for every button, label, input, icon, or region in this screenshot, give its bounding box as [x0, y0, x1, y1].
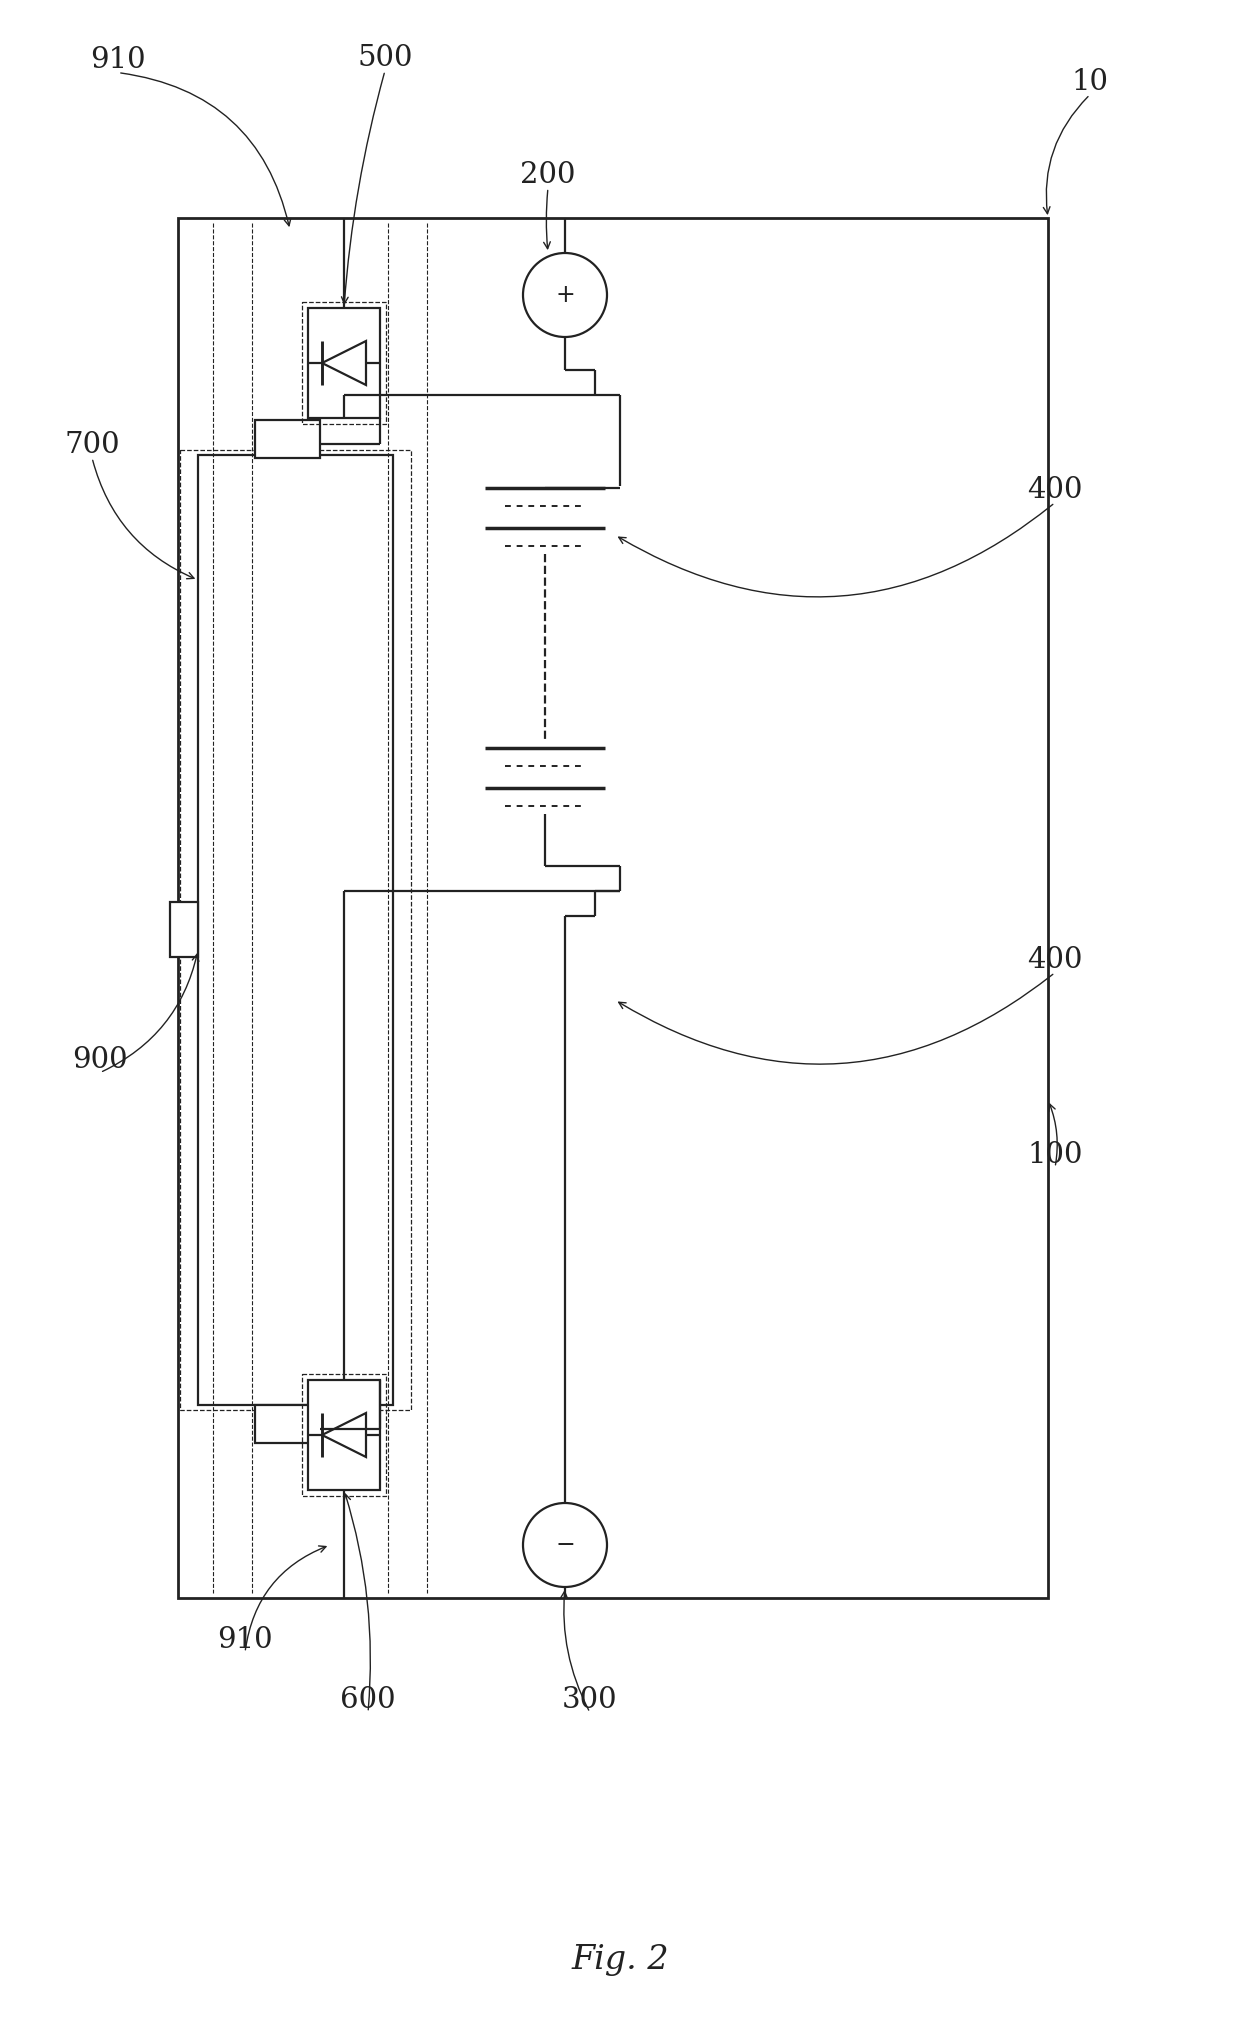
- Bar: [255, 1405, 320, 1444]
- Text: 300: 300: [562, 1685, 618, 1714]
- Bar: [303, 302, 386, 424]
- FancyArrowPatch shape: [1043, 97, 1087, 213]
- Text: 500: 500: [357, 45, 413, 73]
- FancyArrowPatch shape: [1049, 1103, 1058, 1164]
- Bar: [303, 1375, 386, 1497]
- Text: 700: 700: [64, 432, 120, 458]
- Text: 900: 900: [72, 1046, 128, 1075]
- FancyArrowPatch shape: [341, 73, 384, 304]
- Text: 10: 10: [1071, 69, 1109, 95]
- Bar: [308, 308, 379, 418]
- Circle shape: [523, 254, 608, 337]
- FancyArrowPatch shape: [246, 1545, 326, 1651]
- Bar: [179, 217, 1048, 1598]
- FancyArrowPatch shape: [93, 460, 193, 578]
- Text: 600: 600: [340, 1685, 396, 1714]
- FancyArrowPatch shape: [619, 973, 1053, 1065]
- FancyArrowPatch shape: [543, 191, 551, 249]
- Text: 400: 400: [1027, 945, 1083, 973]
- Bar: [170, 902, 198, 957]
- Text: −: −: [556, 1533, 575, 1558]
- Text: 200: 200: [521, 160, 575, 189]
- Text: 910: 910: [91, 47, 146, 73]
- Circle shape: [523, 1503, 608, 1588]
- FancyArrowPatch shape: [343, 1495, 371, 1710]
- Bar: [308, 1379, 379, 1491]
- Text: 400: 400: [1027, 477, 1083, 505]
- Text: 100: 100: [1027, 1142, 1083, 1168]
- Bar: [180, 450, 410, 1409]
- Text: Fig. 2: Fig. 2: [572, 1945, 668, 1975]
- Text: 910: 910: [217, 1626, 273, 1655]
- Bar: [198, 454, 393, 1405]
- FancyArrowPatch shape: [103, 955, 198, 1071]
- FancyArrowPatch shape: [619, 505, 1053, 596]
- FancyArrowPatch shape: [120, 73, 290, 225]
- FancyArrowPatch shape: [560, 1592, 589, 1710]
- Text: +: +: [556, 284, 575, 306]
- Bar: [255, 420, 320, 458]
